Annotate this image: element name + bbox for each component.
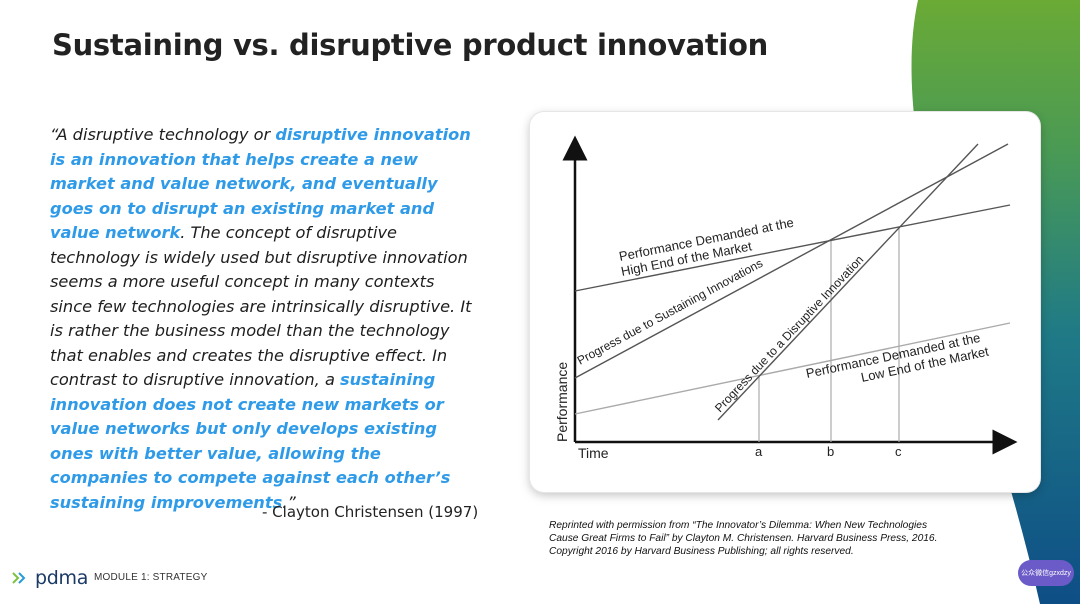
innovation-diagram-card: Performance Demanded at the High End of …: [530, 112, 1040, 492]
quote-segment: . The concept of disruptive technology i…: [50, 223, 472, 389]
quote-segment: “A disruptive technology or: [50, 125, 276, 144]
disruptive-progress-line: [717, 143, 979, 421]
tick-label-b: b: [827, 444, 834, 459]
quote-highlight-disruptive: disruptive innovation is an innovation t…: [50, 125, 471, 242]
low-end-demand-line: [574, 322, 1011, 415]
high-end-demand-line: [574, 204, 1011, 292]
pdma-logo-chevrons-icon: [12, 572, 26, 584]
sustaining-progress-line: [574, 143, 1009, 379]
watermark-badge: 公众微信gzxdzy: [1018, 560, 1074, 586]
x-axis-label: Time: [578, 445, 609, 461]
tick-label-a: a: [755, 444, 763, 459]
pdma-logo: pdma: [12, 566, 88, 590]
tick-label-c: c: [895, 444, 902, 459]
quote-highlight-sustaining: sustaining innovation does not create ne…: [50, 370, 451, 512]
y-axis-label: Performance: [554, 362, 570, 442]
permission-credit: Reprinted with permission from “The Inno…: [549, 520, 938, 557]
pdma-logo-text: pdma: [35, 567, 89, 589]
slide-title: Sustaining vs. disruptive product innova…: [52, 28, 769, 62]
christensen-quote: “A disruptive technology or disruptive i…: [50, 123, 480, 515]
quote-attribution: - Clayton Christensen (1997): [262, 503, 479, 521]
quote-segment: .”: [282, 492, 296, 512]
innovation-diagram: Performance Demanded at the High End of …: [554, 135, 1018, 461]
module-label: MODULE 1: STRATEGY: [94, 572, 208, 583]
